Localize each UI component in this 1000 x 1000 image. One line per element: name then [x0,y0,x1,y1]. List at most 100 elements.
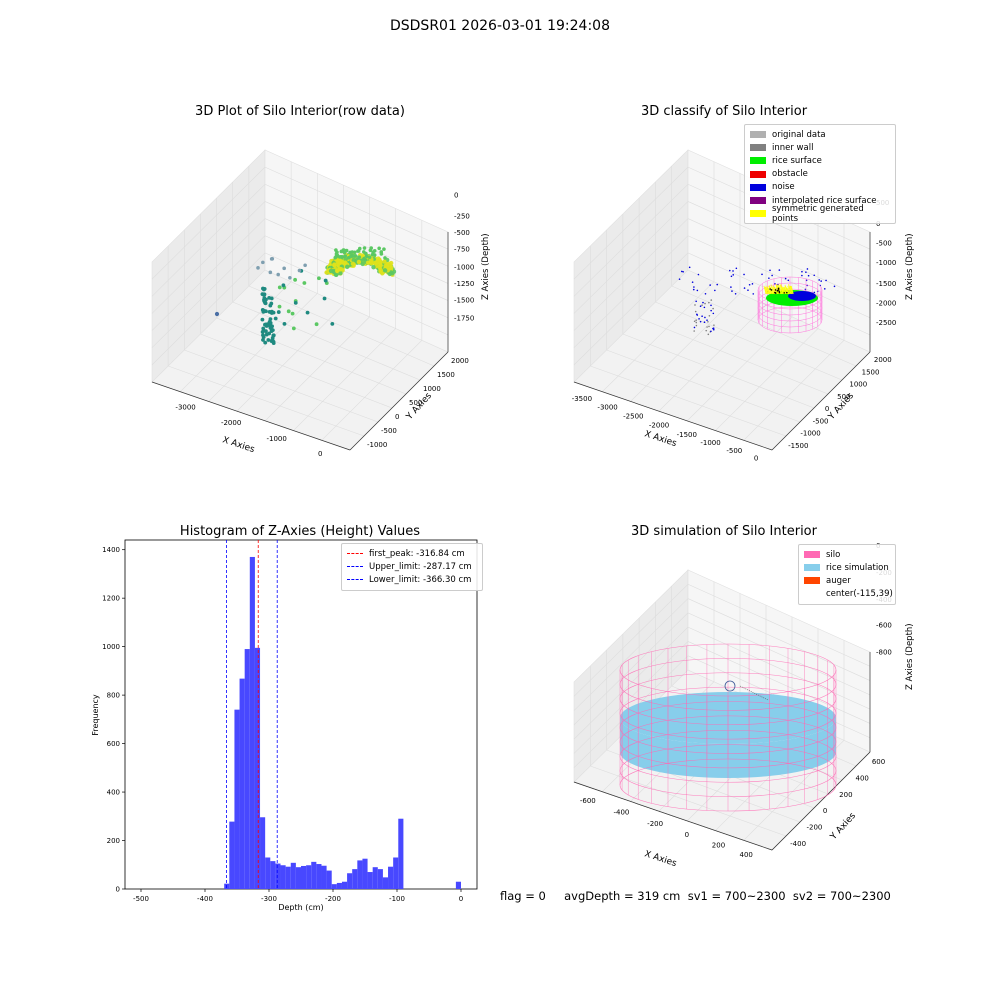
data-point [371,265,376,270]
noise-point [678,278,681,280]
legend-label: first_peak: -316.84 cm [369,548,465,559]
symmetric-point [790,285,794,295]
data-point [337,255,342,259]
legend-label: center(-115,39) [826,589,893,600]
grid-line [248,285,435,367]
wall-point [707,320,709,323]
wall-point [698,318,700,320]
grid-line [630,293,741,402]
symmetric-point [790,285,793,295]
histogram-bar [270,861,276,889]
data-point [214,311,220,317]
chart2-title: 3D classify of Silo Interior [640,104,808,119]
z-tick-label: -250 [454,213,470,221]
noise-point [682,270,684,273]
symmetric-point [769,285,772,295]
chart4-zlabel: Z Axies (Depth) [905,623,915,690]
y-tick-label: 1000 [423,385,441,393]
grid-line [687,235,871,318]
data-point [350,261,356,266]
histogram-bar [295,867,301,889]
y-tick-label: 2000 [451,357,469,365]
chart1-points [214,246,397,345]
symmetric-point [786,287,790,295]
y-tick-label: 1200 [102,595,120,603]
histogram-bar [275,863,281,889]
wall-point [704,316,706,319]
histogram-bar [352,869,358,889]
data-point [282,322,287,326]
z-tick-label: -2000 [876,300,896,308]
x-tick-label: -500 [726,447,742,455]
wall-point [710,304,712,307]
legend-swatch [750,210,766,218]
symmetric-point [779,287,782,295]
legend-label: Lower_limit: -366.30 cm [369,574,472,585]
y-tick-label: -1500 [788,442,808,450]
grid-line [606,349,801,423]
data-point [291,326,296,331]
histogram-bar [249,556,255,889]
grid-line [573,641,689,754]
data-point [369,246,374,250]
y-tick-label: -500 [381,427,397,435]
histogram-bar [244,649,250,889]
y-tick-label: 1500 [862,368,880,376]
data-point [303,263,307,268]
chart2-xlabel: X Axies [643,429,678,449]
chart1-title: 3D Plot of Silo Interior(row data) [195,104,405,119]
noise-point [813,274,816,277]
wall-point [703,306,706,309]
wall-point [694,310,697,313]
symmetric-point [781,286,784,295]
legend-entry: interpolated rice surface [750,194,890,207]
x-tick-label: -3000 [175,404,195,412]
noise-cluster [788,291,816,301]
obstacle-mark [777,289,779,292]
z-tick-label: -1250 [454,280,474,288]
legend-label: symmetric generated points [772,203,864,224]
wall-point [699,305,702,307]
chart2-axes-panes [573,149,871,451]
data-point [324,270,329,275]
chart3-legend: first_peak: -316.84 cm Upper_limit: -287.… [341,543,483,591]
auger-marker [724,680,736,692]
noise-point [768,277,770,279]
symmetric-point [766,285,770,295]
chart1-xlabel: X Axies [221,435,256,455]
noise-point [704,292,707,295]
symmetric-point [775,284,779,295]
histogram-bar [265,857,271,889]
data-point [343,257,348,262]
data-point [332,262,337,267]
legend-entry: symmetric generated points [750,204,890,224]
wall-point [708,314,711,317]
x-tick-label: 400 [740,851,753,859]
z-tick-label: -1750 [454,315,474,323]
wall-point [713,324,715,326]
grid-line [573,626,689,740]
x-tick-label: -2000 [221,419,241,427]
histogram-bar [254,647,261,889]
wall-point [706,326,708,328]
grid-line [151,201,266,314]
chart2-3d-scatter: -3500-3000-2500-2000-1500-1000-5000-1500… [572,149,915,463]
data-point [371,260,376,265]
noise-point [805,271,807,273]
wall-point [695,319,697,322]
legend-swatch [347,579,363,581]
obstacle-mark [777,288,780,290]
z-tick-label: -750 [454,246,470,254]
z-tick-label: -500 [876,240,892,248]
data-point [357,255,362,259]
y-tick-label: -500 [813,417,829,425]
auger-line [739,685,769,701]
data-point [352,253,357,259]
grid-line [264,166,449,250]
grid-line [590,365,787,437]
noise-point [729,269,731,272]
histogram-bar [311,861,317,889]
obstacle-mark [774,289,777,291]
data-point [270,328,275,333]
symmetric-point [772,286,775,295]
